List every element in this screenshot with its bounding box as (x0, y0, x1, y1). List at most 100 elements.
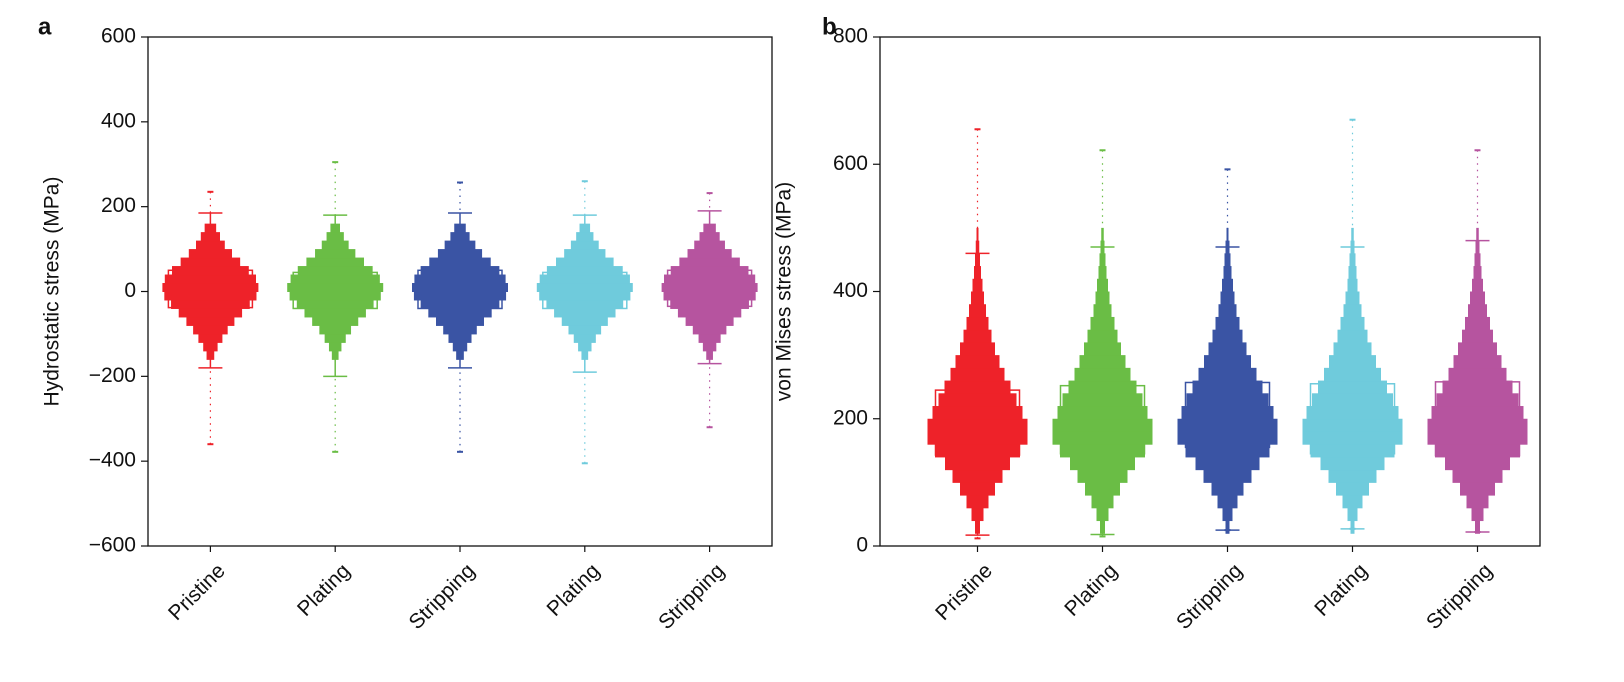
y-axis-label: Hydrostatic stress (MPa) (41, 177, 64, 407)
violin-step (1225, 240, 1230, 254)
violin-step (443, 325, 477, 335)
plot-frame (147, 36, 773, 547)
y-axis-label: von Mises stress (MPa) (773, 182, 796, 401)
violin-step (955, 355, 1000, 369)
violin-step (935, 444, 1020, 458)
violin-step (331, 350, 339, 360)
violin-step (198, 333, 223, 343)
violin-step (1060, 444, 1145, 458)
violin-step (1185, 444, 1270, 458)
violin-step (1310, 444, 1395, 458)
violin-step (703, 223, 716, 233)
violin-step (1095, 291, 1110, 305)
violin-step (1195, 456, 1260, 471)
panel-label: a (38, 13, 52, 40)
violin-step (699, 232, 720, 242)
violin-step (1181, 406, 1274, 420)
x-tick-label: Stripping (1422, 559, 1497, 634)
violin-step (1460, 482, 1495, 496)
violin-step (1208, 342, 1247, 356)
violin-step (1186, 393, 1269, 407)
violin-step (186, 316, 235, 326)
violin-step (1062, 393, 1143, 407)
violin-step (1340, 316, 1365, 331)
violin-step (698, 333, 721, 343)
violin-step (1453, 355, 1502, 369)
violin-step (1203, 469, 1252, 483)
y-tick-label: 600 (101, 25, 136, 48)
violin-step (324, 333, 346, 343)
violin-step (1475, 520, 1480, 534)
violin-step (1320, 456, 1385, 471)
violin-step (573, 333, 596, 343)
violin-step (706, 350, 713, 360)
violin-step (1452, 469, 1503, 483)
violin-step (436, 316, 484, 326)
violin-step (1342, 495, 1363, 509)
violin-step (193, 325, 228, 335)
violin-step (414, 274, 506, 284)
violin-step (164, 274, 256, 284)
violin-step (188, 249, 232, 259)
violin-step (420, 266, 500, 276)
violin-step (1475, 240, 1480, 254)
violin-step (328, 342, 342, 352)
violin-step (952, 469, 1003, 483)
violin-step (304, 308, 366, 318)
violin-step (1465, 316, 1490, 331)
violin-step (1093, 304, 1112, 318)
x-tick-label: Stripping (1172, 559, 1247, 634)
violin-step (1436, 393, 1519, 407)
violin-step (326, 232, 344, 242)
violin-step (162, 283, 259, 292)
violin-step (1090, 316, 1115, 331)
panel-label: b (822, 13, 837, 40)
violin-step (975, 253, 980, 267)
violin-step (178, 308, 243, 318)
violin-step (1217, 495, 1238, 509)
violin-step (1472, 278, 1483, 292)
violin-step (1223, 266, 1232, 280)
violin-step (429, 257, 491, 267)
violin-step (1473, 266, 1482, 280)
violin-step (206, 350, 215, 360)
violin-step (1466, 495, 1489, 509)
y-tick-label: 600 (833, 152, 868, 175)
violin-step (1458, 342, 1497, 356)
violin-step (1192, 380, 1263, 394)
violin-step (1347, 507, 1358, 522)
y-tick-label: 0 (856, 534, 868, 557)
violin-step (315, 249, 356, 259)
violin-step (1085, 482, 1120, 496)
violin-step (1211, 482, 1244, 496)
violin-step (1177, 431, 1278, 445)
violin-step (1052, 431, 1153, 445)
violin-step (570, 240, 599, 250)
y-tick-label: 400 (833, 279, 868, 302)
violin-step (1212, 329, 1243, 343)
violin-step (204, 223, 217, 233)
violin-step (702, 342, 717, 352)
violin-step (1225, 520, 1230, 534)
violin-step (1337, 329, 1368, 343)
violin-step (412, 283, 508, 292)
x-tick-label: Plating (543, 559, 605, 621)
plot-frame (879, 36, 1541, 547)
violin-step (1101, 227, 1104, 242)
violin-step (1324, 367, 1381, 382)
violin-step (960, 482, 995, 496)
violin-step (664, 274, 756, 284)
violin-step (1442, 380, 1513, 394)
violin-step (1343, 304, 1362, 318)
y-tick-label: 400 (101, 109, 136, 132)
violin-step (1079, 355, 1126, 369)
violin-step (564, 249, 606, 259)
violin-step (1431, 406, 1524, 420)
violin-step (1318, 380, 1387, 394)
violin-step (1222, 278, 1233, 292)
violin-step (1087, 329, 1118, 343)
violin-step (679, 257, 740, 267)
violin-step (539, 291, 631, 301)
violin-step (196, 240, 225, 250)
